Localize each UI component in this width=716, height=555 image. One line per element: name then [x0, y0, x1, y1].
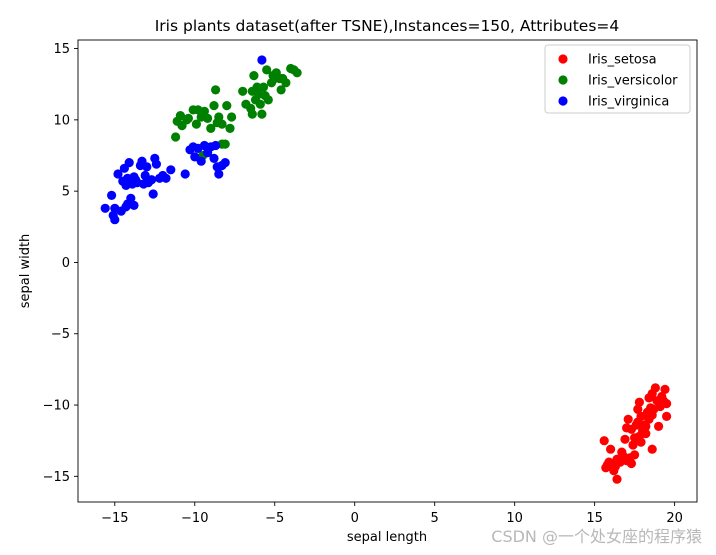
point-iris-virginica-32 — [161, 173, 171, 183]
point-iris-setosa-10 — [620, 434, 630, 444]
legend-marker — [558, 75, 568, 85]
point-iris-setosa-48 — [655, 401, 665, 412]
x-tick-label: 5 — [431, 511, 439, 526]
legend: Iris_setosa Iris_versicolor Iris_virginica — [544, 44, 691, 114]
point-iris-versicolor-46 — [247, 86, 257, 96]
point-iris-versicolor-30 — [255, 99, 265, 109]
point-iris-virginica-26 — [147, 175, 157, 185]
x-axis-title: sepal length — [347, 530, 427, 545]
point-iris-setosa-43 — [647, 444, 657, 454]
legend-label: Iris_versicolor — [588, 74, 678, 89]
point-iris-versicolor-11 — [203, 113, 213, 123]
point-iris-versicolor-14 — [211, 85, 221, 95]
point-iris-virginica-39 — [196, 156, 206, 166]
y-tick-label: 10 — [53, 113, 70, 128]
point-iris-virginica-33 — [166, 165, 176, 175]
point-iris-versicolor-22 — [238, 86, 248, 96]
point-iris-virginica-1 — [107, 190, 117, 200]
point-iris-setosa-34 — [650, 383, 661, 393]
point-iris-setosa-14 — [626, 458, 637, 469]
y-tick-label: 0 — [62, 256, 70, 271]
legend-marker — [558, 96, 568, 106]
x-tick-label: −15 — [101, 511, 128, 526]
point-iris-virginica-49 — [257, 55, 267, 65]
point-iris-versicolor-16 — [214, 112, 224, 122]
point-iris-setosa-46 — [602, 460, 613, 470]
point-iris-virginica-43 — [209, 153, 219, 163]
point-iris-setosa-12 — [623, 414, 633, 424]
point-iris-virginica-46 — [214, 169, 224, 179]
point-iris-virginica-3 — [110, 215, 120, 225]
point-iris-versicolor-20 — [225, 123, 235, 133]
y-tick-label: −10 — [43, 399, 70, 414]
point-iris-versicolor-21 — [227, 112, 237, 122]
point-iris-virginica-24 — [142, 162, 152, 172]
legend-label: Iris_virginica — [588, 95, 669, 110]
point-iris-versicolor-34 — [262, 65, 272, 75]
point-iris-versicolor-31 — [257, 109, 267, 119]
point-iris-versicolor-25 — [247, 109, 257, 119]
point-iris-setosa-42 — [662, 411, 672, 421]
point-iris-versicolor-35 — [263, 95, 273, 105]
point-iris-virginica-27 — [148, 189, 158, 199]
point-iris-setosa-15 — [628, 440, 638, 450]
point-iris-versicolor-42 — [281, 78, 291, 88]
point-iris-virginica-17 — [129, 200, 139, 210]
point-iris-versicolor-12 — [206, 123, 216, 133]
legend-marker — [558, 54, 568, 64]
point-iris-versicolor-45 — [292, 68, 302, 78]
x-tick-label: 0 — [351, 511, 359, 526]
point-iris-virginica-13 — [124, 158, 134, 168]
point-iris-setosa-45 — [617, 447, 627, 457]
y-tick-label: −15 — [43, 470, 70, 485]
point-iris-virginica-0 — [100, 203, 110, 213]
point-iris-virginica-44 — [211, 140, 221, 151]
point-iris-versicolor-10 — [199, 106, 209, 116]
point-iris-setosa-0 — [599, 436, 609, 446]
point-iris-setosa-19 — [630, 450, 640, 460]
point-iris-versicolor-17 — [217, 119, 227, 129]
point-iris-setosa-47 — [641, 421, 651, 431]
point-iris-setosa-21 — [634, 397, 645, 407]
y-tick-label: 5 — [62, 185, 70, 200]
x-tick-label: 15 — [586, 511, 603, 526]
point-iris-setosa-49 — [622, 423, 632, 433]
x-tick-label: −5 — [265, 511, 284, 526]
point-iris-versicolor-19 — [222, 101, 232, 111]
point-iris-versicolor-32 — [258, 82, 269, 92]
point-iris-versicolor-0 — [171, 132, 181, 142]
point-iris-virginica-34 — [180, 169, 190, 179]
point-iris-versicolor-26 — [249, 71, 259, 81]
point-iris-setosa-40 — [660, 384, 670, 394]
x-tick-label: 20 — [666, 511, 683, 526]
legend-box — [544, 44, 691, 114]
point-iris-virginica-48 — [220, 158, 230, 168]
point-iris-versicolor-13 — [209, 101, 219, 111]
plot-area — [77, 39, 698, 503]
legend-label: Iris_setosa — [588, 53, 657, 68]
point-iris-setosa-1 — [606, 444, 616, 454]
x-tick-label: −10 — [181, 511, 208, 526]
y-axis-title: sepal width — [18, 234, 33, 309]
point-iris-setosa-37 — [654, 421, 664, 431]
point-iris-virginica-5 — [113, 169, 123, 179]
y-tick-label: −5 — [51, 327, 70, 342]
x-axis: −15 −10 −5 0 5 10 15 20 — [101, 502, 683, 526]
point-iris-versicolor-7 — [191, 119, 201, 129]
x-tick-label: 10 — [506, 511, 523, 526]
y-tick-label: 15 — [53, 42, 70, 57]
point-iris-setosa-7 — [612, 474, 622, 484]
watermark: CSDN @一个处女座的程序猿 — [491, 527, 702, 546]
y-axis: −15 −10 −5 0 5 10 15 — [43, 42, 78, 485]
point-iris-setosa-44 — [634, 431, 645, 441]
point-iris-virginica-29 — [151, 159, 161, 169]
plot-frame — [77, 39, 698, 503]
chart-title: Iris plants dataset(after TSNE),Instance… — [155, 17, 620, 35]
point-iris-versicolor-5 — [183, 113, 193, 123]
point-iris-virginica-14 — [126, 193, 136, 203]
point-iris-setosa-20 — [633, 404, 643, 414]
point-iris-versicolor-40 — [276, 85, 286, 95]
point-iris-versicolor-47 — [268, 71, 278, 81]
